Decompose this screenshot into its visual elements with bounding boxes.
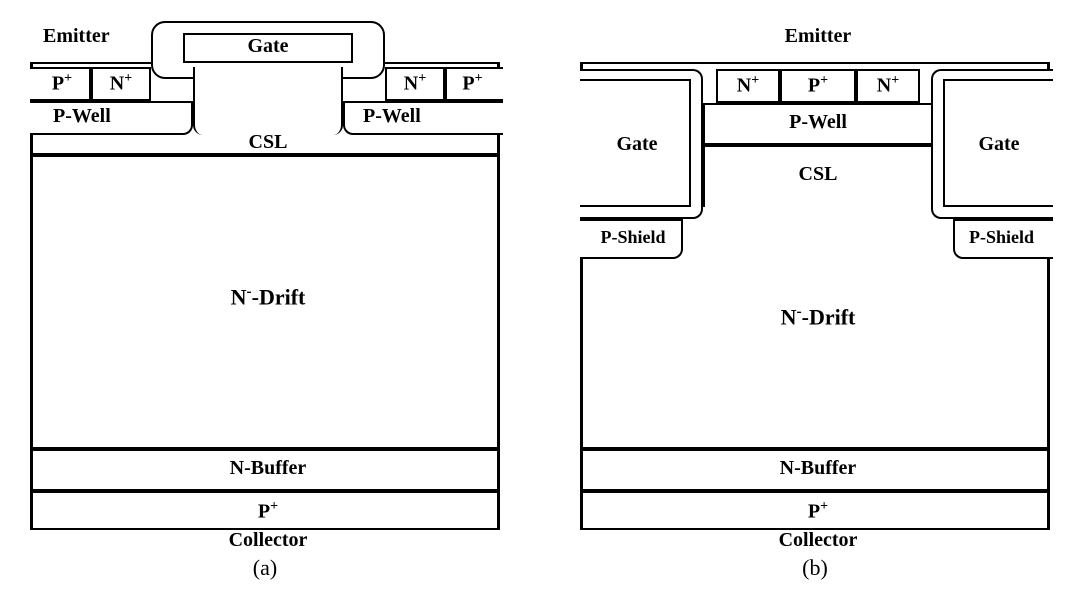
p-plus-right	[445, 67, 503, 101]
device-a: Emitter Gate P+ N+ N+ P+ P-Well P-Well C…	[30, 10, 500, 555]
n-plus-left-b	[716, 69, 780, 103]
collector-region-b	[580, 528, 1050, 555]
n-plus-right-b	[856, 69, 920, 103]
n-plus-right	[385, 67, 445, 101]
captions-row: (a) (b)	[0, 555, 1080, 581]
gate-stem	[193, 67, 343, 135]
device-b: Emitter Gate Gate N+ P+ N+ P-Well CSL P-…	[580, 10, 1050, 555]
n-drift-label: N--Drift	[33, 283, 503, 310]
gate-region	[183, 33, 353, 63]
pwell-right	[343, 101, 503, 135]
nbuffer-top	[33, 447, 497, 451]
emitter-region-b	[580, 10, 1050, 64]
figure-container: Emitter Gate P+ N+ N+ P+ P-Well P-Well C…	[0, 0, 1080, 555]
p-plus-bottom-b-label: P+	[583, 499, 1053, 524]
gate-left	[580, 79, 691, 207]
pwell-center	[703, 103, 933, 145]
csl-line	[33, 153, 497, 157]
csl-center	[703, 145, 933, 207]
p-plus-left	[30, 67, 91, 101]
nbuffer-bot-b	[583, 489, 1047, 493]
n-plus-left	[91, 67, 151, 101]
p-plus-center	[780, 69, 856, 103]
pwell-left	[30, 101, 193, 135]
caption-b: (b)	[580, 555, 1050, 581]
gate-right	[943, 79, 1053, 207]
pshield-right	[953, 219, 1053, 259]
nbuffer-bot	[33, 489, 497, 493]
pshield-left	[580, 219, 683, 259]
n-buffer-label-b: N-Buffer	[583, 457, 1053, 480]
nbuffer-top-b	[583, 447, 1047, 451]
collector-region	[30, 528, 500, 555]
n-buffer-label: N-Buffer	[33, 457, 503, 480]
p-plus-bottom-label: P+	[33, 499, 503, 524]
n-drift-label-b: N--Drift	[583, 303, 1053, 330]
caption-a: (a)	[30, 555, 500, 581]
